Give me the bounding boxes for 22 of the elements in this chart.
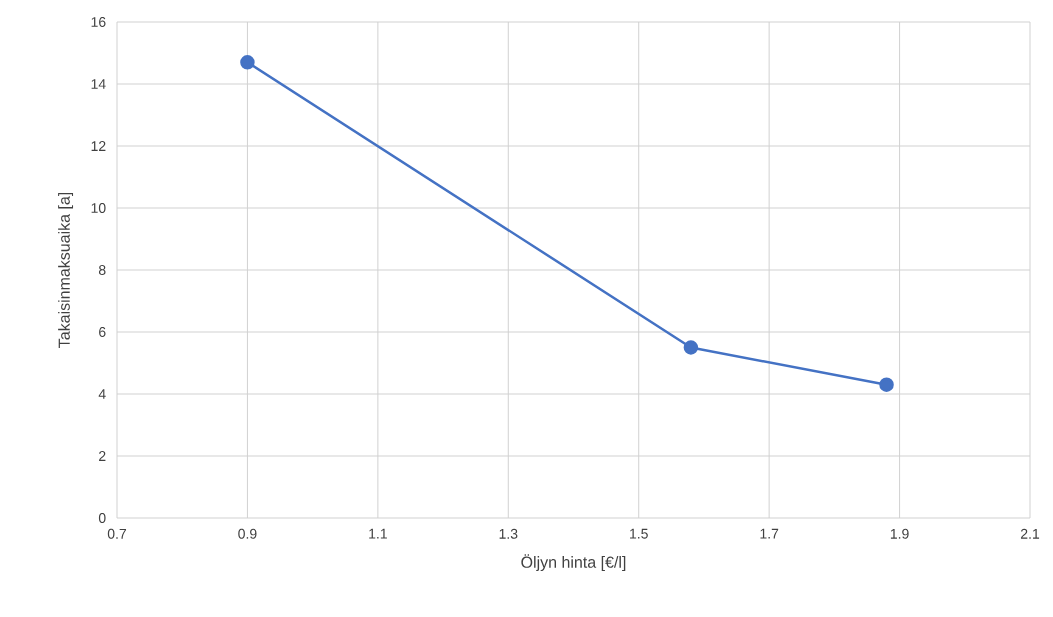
y-tick-label: 14 [91, 79, 106, 89]
y-tick-label: 4 [98, 389, 106, 399]
y-tick-label: 8 [98, 265, 106, 275]
y-tick-label: 10 [91, 203, 106, 213]
y-tick-label: 2 [99, 451, 106, 461]
x-tick-label: 1.9 [890, 528, 909, 539]
x-tick-label: 2.1 [1020, 528, 1040, 539]
x-tick-label: 0.9 [238, 528, 257, 539]
y-tick-label: 6 [99, 327, 106, 337]
y-tick-label: 12 [91, 141, 106, 151]
x-tick-label: 0.7 [107, 528, 127, 539]
x-tick-label: 1.3 [499, 528, 518, 539]
y-tick-label: 0 [98, 513, 106, 523]
x-tick-label: 1.1 [369, 528, 387, 539]
y-tick-label: 16 [91, 17, 106, 27]
x-tick-label: 1.7 [760, 528, 779, 539]
point [683, 340, 699, 355]
x-axis-title: Öljyn hinta [€/l] [521, 554, 626, 572]
point [879, 377, 894, 392]
x-tick-label: 1.5 [630, 528, 648, 539]
y-axis-title: Takaisinmaksuaika [a] [58, 192, 74, 348]
point [240, 55, 255, 70]
